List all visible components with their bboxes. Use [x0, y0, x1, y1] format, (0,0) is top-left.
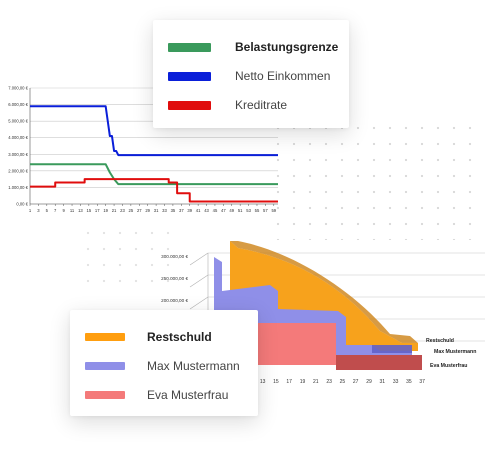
x-tick-label: 59	[271, 208, 276, 213]
x-tick-label: 25	[129, 208, 134, 213]
series-label-eva-musterfrau: Eva Musterfrau	[430, 363, 467, 369]
x-tick-label: 33	[162, 208, 167, 213]
legend-swatch	[168, 100, 211, 110]
x-tick-label: 15	[273, 379, 279, 385]
x-tick-label: 23	[326, 379, 332, 385]
x-tick-label: 31	[380, 379, 386, 385]
y-tick-label: 4.000,00 €	[8, 135, 28, 140]
series-line-belastungsgrenze	[30, 163, 278, 186]
x-tick-label: 19	[300, 379, 306, 385]
y-tick-label: 3.000,00 €	[8, 152, 28, 157]
x-tick-label: 31	[154, 208, 159, 213]
x-tick-label: 19	[103, 208, 108, 213]
legend-swatch	[85, 333, 125, 341]
dot-grid-decoration	[80, 225, 170, 285]
x-tick-label: 49	[229, 208, 234, 213]
x-tick-label: 25	[340, 379, 346, 385]
grid-line	[189, 274, 209, 288]
x-tick-label: 21	[313, 379, 319, 385]
series-label-max-mustermann: Max Mustermann	[434, 349, 476, 355]
grid-line	[189, 296, 209, 310]
legend-swatch	[168, 42, 211, 52]
x-tick-label: 7	[54, 208, 57, 213]
legend-item-netto-einkommen: Netto Einkommen	[168, 69, 330, 83]
x-tick-label: 57	[263, 208, 268, 213]
y-tick-label: 2.000,00 €	[8, 168, 28, 173]
y-axis-ticks: 300.000,00 € 250.000,00 € 200.000,00 €	[161, 254, 188, 303]
x-tick-label: 3	[37, 208, 40, 213]
x-tick-label: 55	[255, 208, 260, 213]
x-tick-label: 15	[87, 208, 92, 213]
series-side-eva-musterfrau	[336, 355, 422, 370]
y-tick-label: 7.000,00 €	[8, 86, 28, 91]
legend-item-kreditrate: Kreditrate	[168, 98, 287, 112]
x-tick-label: 35	[406, 379, 412, 385]
x-tick-label: 27	[137, 208, 142, 213]
x-tick-label: 17	[95, 208, 100, 213]
legend-swatch	[168, 71, 211, 81]
legend-card-top: Belastungsgrenze Netto Einkommen Kreditr…	[153, 20, 349, 128]
legend-label: Restschuld	[147, 330, 212, 344]
x-tick-label: 51	[238, 208, 243, 213]
legend-item-belastungsgrenze: Belastungsgrenze	[168, 40, 338, 54]
x-tick-label: 53	[246, 208, 251, 213]
y-tick-label: 5.000,00 €	[8, 119, 28, 124]
x-tick-label: 37	[419, 379, 425, 385]
y-tick-label: 6.000,00 €	[8, 102, 28, 107]
series-label-restschuld: Restschuld	[426, 338, 454, 344]
x-tick-label: 13	[260, 379, 266, 385]
x-tick-label: 27	[353, 379, 359, 385]
grid-line	[189, 252, 209, 266]
legend-label: Max Mustermann	[147, 359, 240, 373]
x-tick-label: 45	[213, 208, 218, 213]
legend-label: Belastungsgrenze	[235, 40, 339, 54]
x-tick-label: 1	[29, 208, 32, 213]
series-top-restschuld	[230, 241, 418, 343]
legend-swatch	[85, 391, 125, 399]
x-tick-label: 47	[221, 208, 226, 213]
series-line-kreditrate	[30, 178, 278, 203]
x-tick-label: 29	[145, 208, 150, 213]
y-tick-label: 0,00 €	[16, 202, 28, 207]
x-tick-label: 37	[179, 208, 184, 213]
y-tick-label: 300.000,00 €	[161, 254, 188, 259]
x-tick-label: 13	[78, 208, 83, 213]
legend-swatch	[85, 362, 125, 370]
legend-label: Kreditrate	[235, 98, 288, 112]
x-tick-label: 5	[46, 208, 49, 213]
x-tick-label: 23	[120, 208, 125, 213]
legend-label: Netto Einkommen	[235, 69, 331, 83]
x-tick-label: 33	[393, 379, 399, 385]
legend-item-eva-musterfrau: Eva Musterfrau	[85, 388, 228, 402]
x-tick-label: 11	[70, 208, 75, 213]
series-line-netto-einkommen	[30, 105, 278, 157]
series-side-max-mustermann	[372, 345, 412, 353]
x-tick-label: 35	[171, 208, 176, 213]
y-tick-label: 1.000,00 €	[8, 185, 28, 190]
x-tick-label: 43	[204, 208, 209, 213]
y-tick-label: 200.000,00 €	[161, 298, 188, 303]
legend-item-max-mustermann: Max Mustermann	[85, 359, 240, 373]
legend-label: Eva Musterfrau	[147, 388, 229, 402]
x-tick-label: 9	[62, 208, 65, 213]
x-tick-label: 21	[112, 208, 117, 213]
dot-grid-decoration	[270, 120, 480, 240]
x-tick-label: 41	[196, 208, 201, 213]
y-tick-label: 250.000,00 €	[161, 276, 188, 281]
x-tick-label: 39	[187, 208, 192, 213]
legend-card-bottom: Restschuld Max Mustermann Eva Musterfrau	[70, 310, 258, 416]
area-chart-3d: 300.000,00 € 250.000,00 € 200.000,00 € R…	[161, 241, 485, 385]
x-tick-label: 17	[286, 379, 292, 385]
x-tick-label: 29	[366, 379, 372, 385]
legend-item-restschuld: Restschuld	[85, 330, 212, 344]
